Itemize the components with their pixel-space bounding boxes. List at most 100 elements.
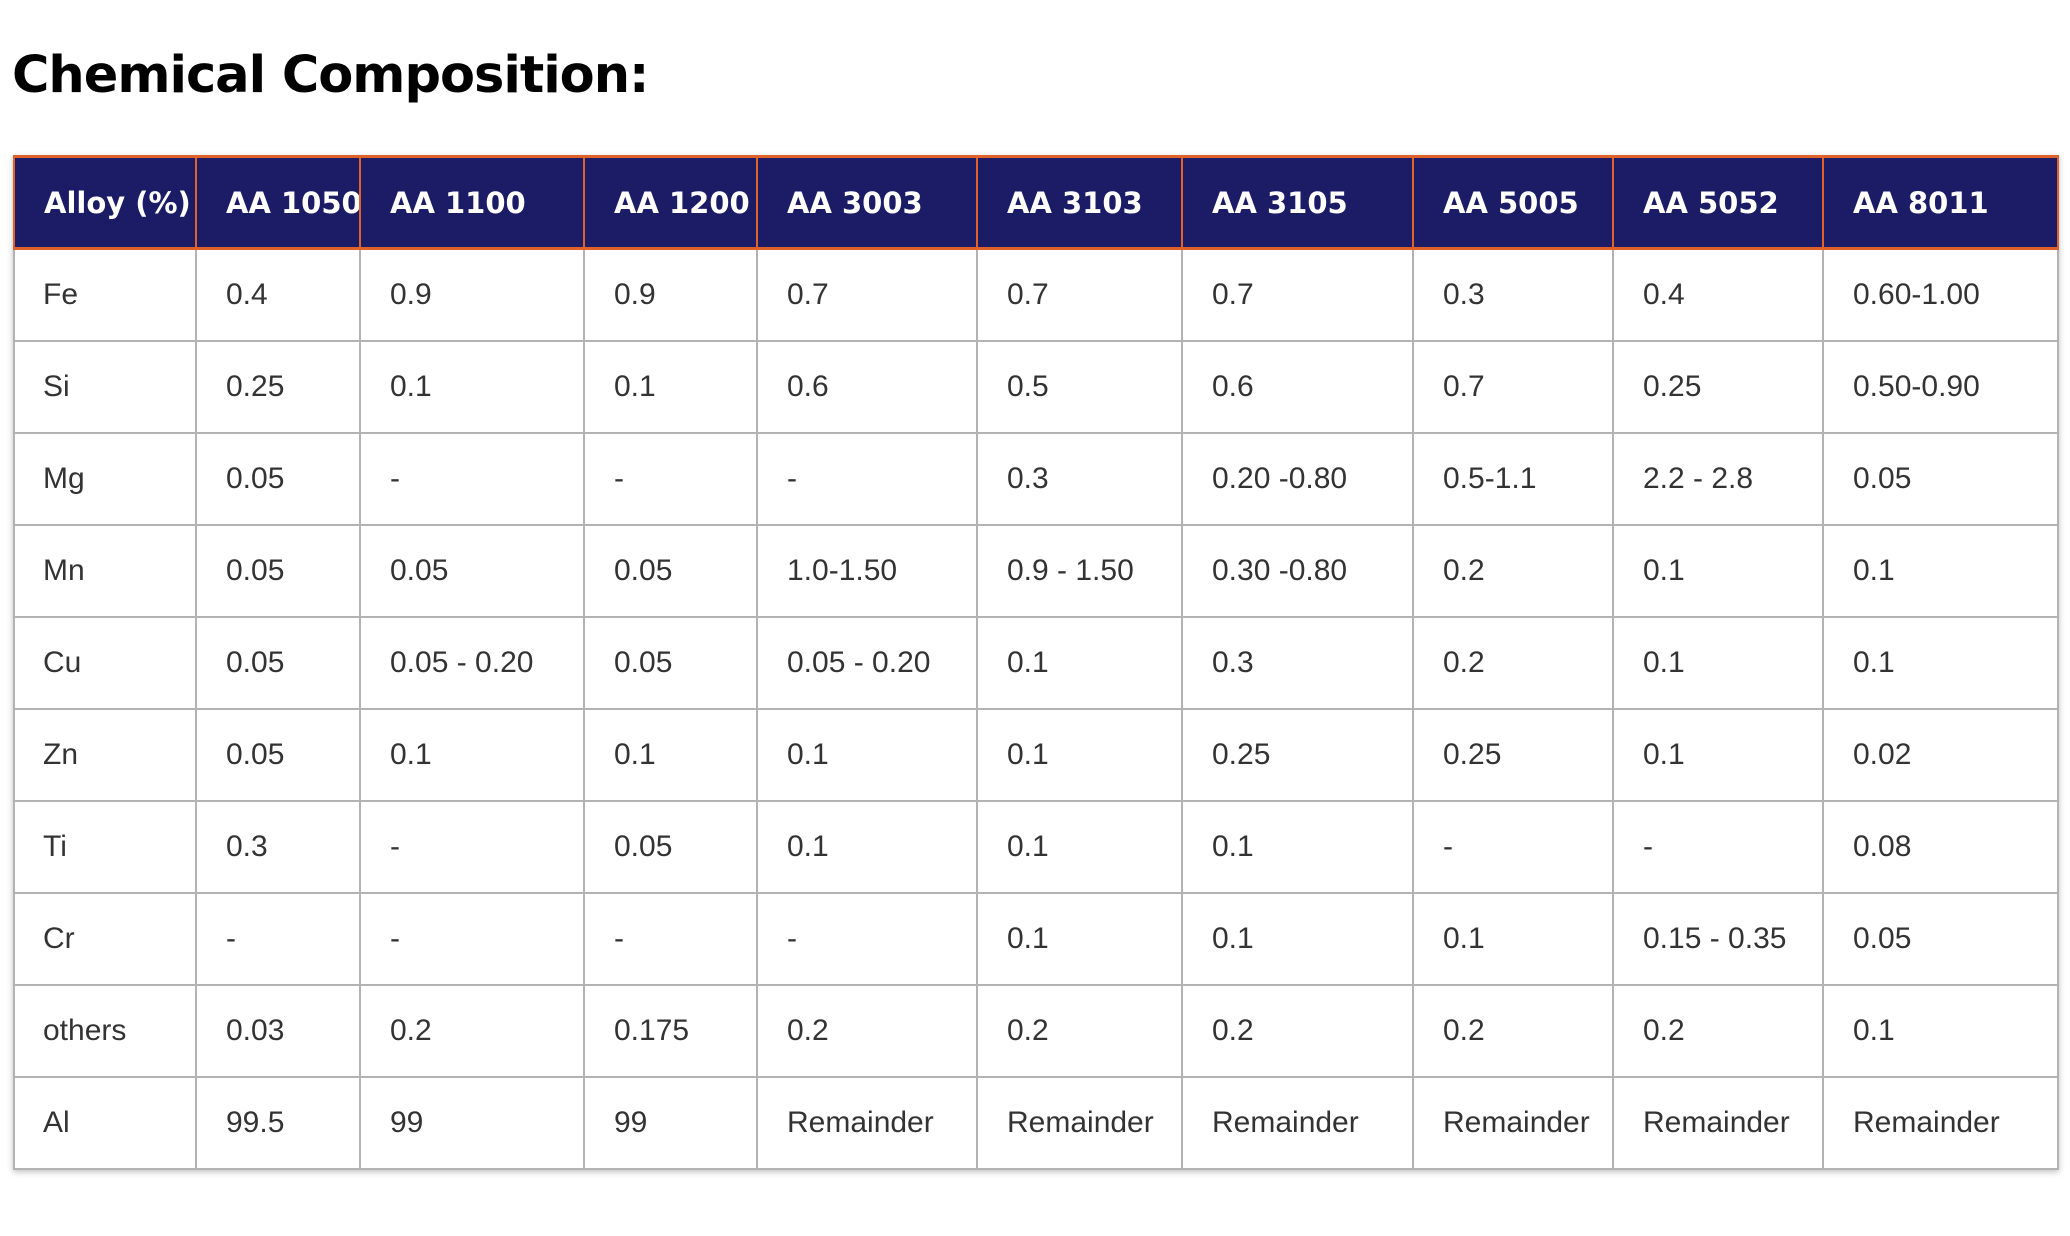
value-cell: 0.2	[1412, 616, 1614, 710]
value-cell: 0.4	[195, 247, 361, 342]
value-cell: 0.05	[1822, 432, 2059, 526]
value-cell: -	[359, 800, 585, 894]
value-cell: 99.5	[195, 1076, 361, 1170]
element-label-cell: Zn	[13, 708, 197, 802]
value-cell: Remainder	[756, 1076, 978, 1170]
value-cell: Remainder	[1612, 1076, 1824, 1170]
composition-table: Alloy (%) AA 1050 AA 1100 AA 1200 AA 300…	[13, 155, 2059, 1170]
value-cell: 0.3	[1181, 616, 1414, 710]
value-cell: 0.05	[195, 616, 361, 710]
value-cell: 0.2	[976, 984, 1183, 1078]
value-cell: 0.08	[1822, 800, 2059, 894]
value-cell: 0.6	[756, 340, 978, 434]
column-header-aa-1100: AA 1100	[359, 155, 585, 250]
element-label-cell: Al	[13, 1076, 197, 1170]
value-cell: 0.05	[195, 708, 361, 802]
table-row: Al 99.5 99 99 Remainder Remainder Remainder Rem…	[13, 1076, 2059, 1170]
value-cell: -	[1412, 800, 1614, 894]
table-row: Cu 0.05 0.05 - 0.20 0.05 0.05 - 0.20 0.1 0.3 0.…	[13, 616, 2059, 710]
value-cell: 0.2	[1181, 984, 1414, 1078]
value-cell: 99	[583, 1076, 758, 1170]
table-row: Si 0.25 0.1 0.1 0.6 0.5 0.6 0.7 0.25 0.50-0.90	[13, 340, 2059, 434]
value-cell: 0.2	[756, 984, 978, 1078]
value-cell: -	[583, 432, 758, 526]
value-cell: 0.7	[756, 247, 978, 342]
value-cell: 0.15 - 0.35	[1612, 892, 1824, 986]
value-cell: Remainder	[1412, 1076, 1614, 1170]
element-label-cell: others	[13, 984, 197, 1078]
column-header-aa-1050: AA 1050	[195, 155, 361, 250]
column-header-alloy: Alloy (%)	[13, 155, 197, 250]
column-header-aa-8011: AA 8011	[1822, 155, 2059, 250]
value-cell: 1.0-1.50	[756, 524, 978, 618]
value-cell: 0.3	[976, 432, 1183, 526]
value-cell: 0.05	[583, 800, 758, 894]
value-cell: 0.2	[1412, 524, 1614, 618]
table-header: Alloy (%) AA 1050 AA 1100 AA 1200 AA 300…	[13, 155, 2059, 250]
value-cell: 0.60-1.00	[1822, 247, 2059, 342]
value-cell: 0.25	[1181, 708, 1414, 802]
value-cell: 0.05	[195, 524, 361, 618]
value-cell: 0.5	[976, 340, 1183, 434]
value-cell: -	[756, 432, 978, 526]
value-cell: 0.50-0.90	[1822, 340, 2059, 434]
table-row: Zn 0.05 0.1 0.1 0.1 0.1 0.25 0.25 0.1 0.02	[13, 708, 2059, 802]
value-cell: -	[583, 892, 758, 986]
value-cell: 99	[359, 1076, 585, 1170]
value-cell: 0.1	[976, 616, 1183, 710]
value-cell: 0.05 - 0.20	[756, 616, 978, 710]
value-cell: 0.1	[1822, 616, 2059, 710]
value-cell: 0.05	[583, 616, 758, 710]
value-cell: 0.1	[1612, 616, 1824, 710]
table-row: Ti 0.3-0.05 0.1 0.1 0.1- -0.08	[13, 800, 2059, 894]
value-cell: 0.1	[359, 708, 585, 802]
value-cell: 0.05	[359, 524, 585, 618]
value-cell: 0.9 - 1.50	[976, 524, 1183, 618]
value-cell: 0.4	[1612, 247, 1824, 342]
value-cell: 0.1	[1181, 892, 1414, 986]
value-cell: 0.2	[1612, 984, 1824, 1078]
value-cell: -	[195, 892, 361, 986]
value-cell: 0.05	[583, 524, 758, 618]
element-label-cell: Cu	[13, 616, 197, 710]
value-cell: 0.6	[1181, 340, 1414, 434]
value-cell: 0.9	[583, 247, 758, 342]
value-cell: 0.7	[1181, 247, 1414, 342]
element-label-cell: Ti	[13, 800, 197, 894]
table-row: others 0.03 0.2 0.175 0.2 0.2 0.2 0.2 0.2 0.1	[13, 984, 2059, 1078]
page-title: Chemical Composition:	[12, 46, 649, 105]
value-cell: 0.25	[1412, 708, 1614, 802]
value-cell: 0.1	[756, 708, 978, 802]
value-cell: 0.05	[1822, 892, 2059, 986]
value-cell: 0.1	[976, 892, 1183, 986]
element-label-cell: Cr	[13, 892, 197, 986]
value-cell: 0.1	[976, 800, 1183, 894]
value-cell: -	[359, 892, 585, 986]
column-header-aa-3003: AA 3003	[756, 155, 978, 250]
element-label-cell: Si	[13, 340, 197, 434]
value-cell: 0.1	[1612, 708, 1824, 802]
value-cell: 0.03	[195, 984, 361, 1078]
value-cell: 0.30 -0.80	[1181, 524, 1414, 618]
element-label-cell: Mn	[13, 524, 197, 618]
value-cell: Remainder	[1822, 1076, 2059, 1170]
column-header-aa-5005: AA 5005	[1412, 155, 1614, 250]
value-cell: 0.7	[976, 247, 1183, 342]
value-cell: 0.1	[583, 708, 758, 802]
table-row: Cr - - - -0.1 0.1 0.1 0.15 - 0.35 0.05	[13, 892, 2059, 986]
value-cell: 0.2	[359, 984, 585, 1078]
value-cell: 0.20 -0.80	[1181, 432, 1414, 526]
value-cell: -	[756, 892, 978, 986]
value-cell: Remainder	[976, 1076, 1183, 1170]
value-cell: 0.3	[1412, 247, 1614, 342]
value-cell: 0.1	[1822, 984, 2059, 1078]
value-cell: 0.2	[1412, 984, 1614, 1078]
value-cell: 0.1	[1612, 524, 1824, 618]
value-cell: 0.5-1.1	[1412, 432, 1614, 526]
value-cell: 2.2 - 2.8	[1612, 432, 1824, 526]
column-header-aa-3105: AA 3105	[1181, 155, 1414, 250]
column-header-aa-1200: AA 1200	[583, 155, 758, 250]
table-row: Mg 0.05- - -0.3 0.20 -0.80 0.5-1.1 2.2 - 2.8 0.…	[13, 432, 2059, 526]
value-cell: 0.25	[195, 340, 361, 434]
value-cell: 0.25	[1612, 340, 1824, 434]
